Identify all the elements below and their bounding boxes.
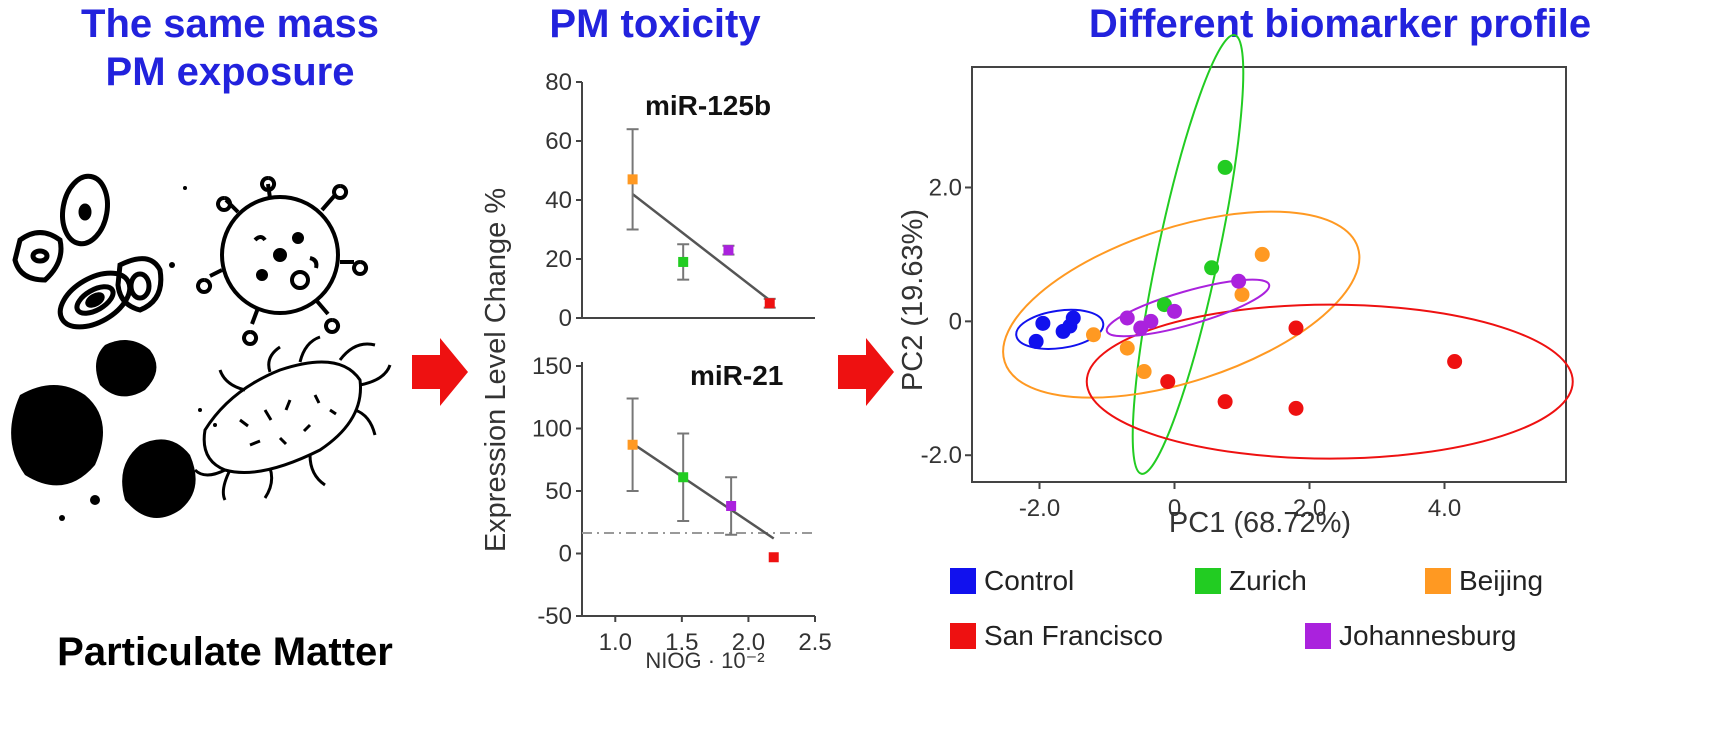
- pc1-tick-label: 2.0: [1293, 495, 1326, 522]
- x-tick-label: 1.5: [665, 629, 698, 656]
- pc2-tick-label: 2.0: [929, 174, 962, 201]
- y-tick-label: 40: [545, 187, 572, 214]
- particulate-matter-label: Particulate Matter: [57, 630, 393, 674]
- legend-johannesburg: Johannesburg: [1305, 620, 1516, 652]
- mir21-title: miR-21: [690, 360, 783, 391]
- pca-point: [1254, 246, 1270, 262]
- legend-label-johannesburg: Johannesburg: [1339, 620, 1517, 651]
- pc2-tick-label: -2.0: [921, 442, 962, 469]
- legend-swatch-san-francisco: [950, 623, 976, 649]
- pca-point: [1217, 394, 1233, 410]
- y-tick-label: 50: [545, 478, 572, 505]
- arrow-right-2: [838, 338, 894, 406]
- y-tick-label: 150: [532, 353, 572, 380]
- data-point: [678, 472, 689, 483]
- particle-icon: [12, 173, 164, 330]
- y-tick-label: 20: [545, 246, 572, 273]
- pca-point: [1288, 400, 1304, 416]
- y-tick-label: 0: [559, 541, 572, 568]
- y-tick-label: 0: [559, 305, 572, 332]
- confidence-ellipse: [1105, 278, 1271, 338]
- data-point: [627, 439, 638, 450]
- legend-san-francisco: San Francisco: [950, 620, 1163, 652]
- left-heading-line1: The same mass: [81, 2, 379, 46]
- mir21-plot: 150 100 50 0 -50 1.0 1.5 2.0 2.5: [532, 353, 832, 656]
- fit-line: [631, 442, 775, 540]
- confidence-ellipse: [1015, 308, 1105, 350]
- arrow-right-1: [412, 338, 468, 406]
- legend-zurich: Zurich: [1195, 565, 1307, 597]
- pca-point: [1136, 364, 1152, 380]
- legend-label-control: Control: [984, 565, 1075, 596]
- pca-point: [1204, 260, 1220, 276]
- x-tick-label: 2.0: [732, 629, 765, 656]
- left-heading: The same mass PM exposure: [10, 0, 450, 96]
- legend-swatch-beijing: [1425, 568, 1451, 594]
- pc1-tick-label: 4.0: [1428, 495, 1461, 522]
- confidence-ellipse: [1002, 210, 1361, 399]
- pca-frame: [971, 66, 1567, 483]
- pc2-axis-label: PC2 (19.63%): [897, 209, 929, 391]
- legend-swatch-control: [950, 568, 976, 594]
- left-heading-line2: PM exposure: [105, 50, 355, 94]
- legend-label-zurich: Zurich: [1229, 565, 1307, 596]
- y-tick-label: 80: [545, 69, 572, 96]
- pca-point: [1167, 303, 1182, 319]
- pc1-tick-label: -2.0: [1019, 495, 1060, 522]
- mir125b-plot: 0 20 40 60 80: [545, 69, 776, 332]
- data-point: [723, 245, 734, 256]
- y-tick-label: -50: [537, 603, 572, 630]
- pca-point: [1086, 327, 1101, 343]
- pca-point: [1447, 354, 1463, 370]
- pca-point: [1160, 374, 1176, 390]
- soot-icon: [11, 186, 217, 521]
- niog-axis-label: NIOG · 10⁻²: [645, 648, 764, 673]
- expression-axis-label: Expression Level Change %: [480, 188, 512, 552]
- virus-icon: [196, 176, 369, 346]
- x-tick-label: 1.0: [599, 629, 632, 656]
- pca-point: [1035, 315, 1051, 331]
- confidence-ellipse: [1085, 303, 1574, 460]
- toxicity-charts: [581, 82, 815, 617]
- pca-point: [1234, 287, 1250, 303]
- pca-point: [1231, 273, 1247, 289]
- legend-beijing: Beijing: [1425, 565, 1543, 597]
- data-point: [678, 256, 689, 267]
- legend-swatch-zurich: [1195, 568, 1221, 594]
- pca-point: [1119, 340, 1135, 356]
- y-tick-label: 100: [532, 416, 572, 443]
- confidence-ellipse: [1131, 33, 1245, 475]
- legend-label-san-francisco: San Francisco: [984, 620, 1163, 651]
- data-point: [768, 552, 779, 563]
- pca-point: [1028, 333, 1044, 349]
- pc1-axis-label: PC1 (68.72%): [1169, 507, 1351, 539]
- pca-point: [1143, 313, 1159, 329]
- data-point: [764, 298, 775, 309]
- pca-plot: -2.0 0 2.0 4.0 2.0 0 -2.0: [921, 33, 1574, 522]
- middle-heading: PM toxicity: [549, 2, 761, 46]
- bacterium-icon: [193, 335, 392, 501]
- legend-control: Control: [950, 565, 1074, 597]
- data-point: [627, 174, 638, 185]
- pca-point: [1288, 320, 1304, 336]
- x-tick-label: 2.5: [798, 629, 831, 656]
- pca-point: [1119, 310, 1135, 326]
- legend-swatch-johannesburg: [1305, 623, 1331, 649]
- right-heading: Different biomarker profile: [1088, 2, 1592, 46]
- mir125b-title: miR-125b: [645, 90, 771, 121]
- y-tick-label: 60: [545, 128, 572, 155]
- pca-point: [1065, 310, 1081, 326]
- pc1-tick-label: 0: [1168, 495, 1181, 522]
- pca-point: [1217, 159, 1233, 175]
- data-point: [726, 501, 737, 511]
- legend-label-beijing: Beijing: [1459, 565, 1544, 596]
- fit-line: [631, 193, 771, 302]
- pc2-tick-label: 0: [949, 308, 962, 335]
